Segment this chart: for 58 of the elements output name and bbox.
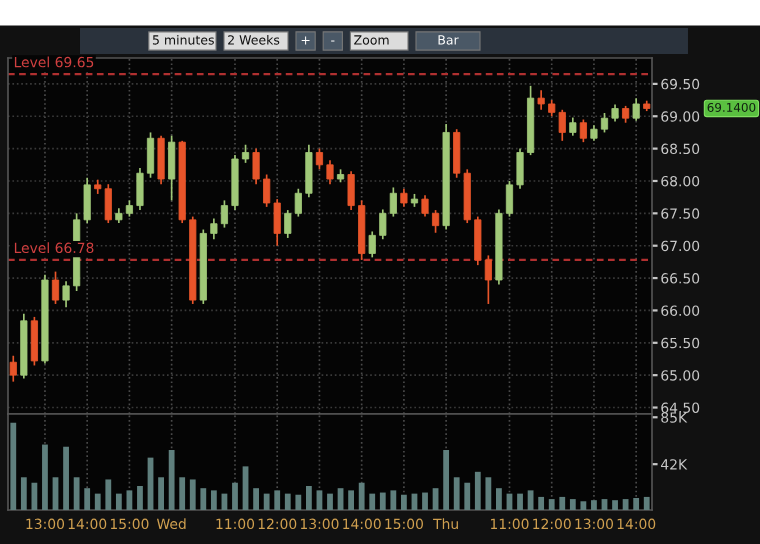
bar (20, 477, 27, 510)
bar (168, 450, 175, 510)
bar (538, 496, 545, 510)
candlestick (569, 116, 577, 137)
bar (158, 477, 164, 510)
bar (643, 496, 650, 510)
bar (633, 498, 640, 510)
candlestick (30, 316, 38, 367)
bar (105, 479, 112, 510)
bar (94, 493, 101, 510)
bar (115, 493, 122, 510)
bar (591, 500, 597, 510)
bar (485, 477, 492, 510)
candlestick (632, 97, 640, 122)
bar (305, 486, 312, 510)
bar (569, 499, 576, 510)
bar (179, 477, 186, 510)
candlestick (400, 187, 408, 208)
bar (210, 490, 217, 510)
bar (379, 492, 386, 510)
bar (548, 499, 555, 510)
bar (474, 471, 481, 510)
candlestick (51, 270, 60, 305)
bar (253, 488, 259, 510)
bar (453, 477, 460, 510)
bar (612, 500, 618, 510)
bar (63, 446, 69, 510)
bar (517, 493, 523, 510)
bar (580, 501, 587, 510)
bar (84, 488, 91, 510)
bar (295, 494, 302, 510)
bar (422, 492, 428, 510)
bar (443, 450, 450, 510)
bar (369, 493, 376, 510)
bar (200, 488, 207, 510)
bar (284, 493, 291, 510)
bar (189, 479, 196, 510)
bar (137, 486, 143, 510)
bar (232, 482, 238, 510)
candlestick (157, 134, 165, 186)
bar (31, 482, 38, 510)
bar (10, 422, 17, 510)
candlestick (9, 354, 17, 383)
bar (622, 499, 629, 510)
bar (263, 493, 270, 510)
bar (73, 477, 80, 510)
candlestick (579, 118, 587, 143)
bar (348, 490, 355, 510)
bar (401, 494, 407, 510)
bar (390, 490, 397, 510)
bar (559, 496, 566, 510)
bar (464, 482, 471, 510)
bar (274, 490, 281, 510)
bar (327, 493, 333, 510)
bar (496, 488, 502, 510)
bar (42, 444, 48, 510)
bar (358, 482, 365, 510)
candlestick (168, 134, 176, 202)
